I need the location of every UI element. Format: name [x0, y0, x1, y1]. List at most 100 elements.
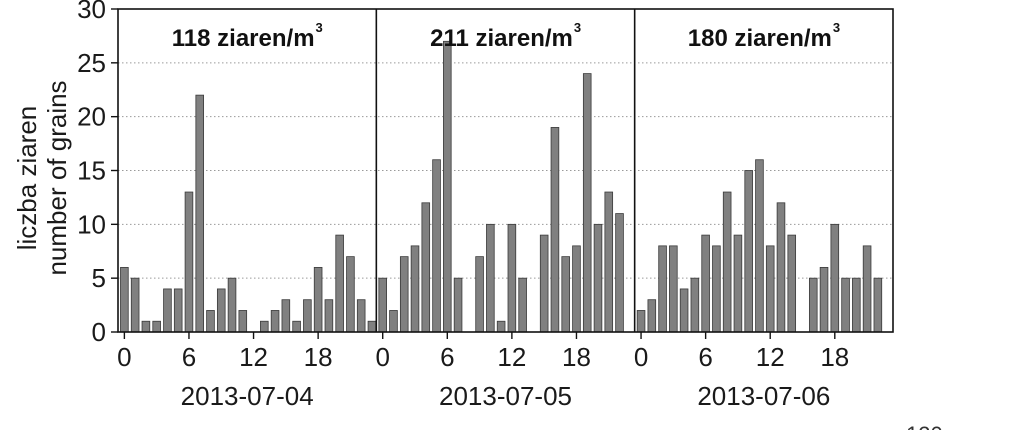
- bar-2013-07-06-h6: [701, 234, 710, 333]
- bar-2013-07-04-h19: [324, 299, 334, 333]
- x-tick-label-2013-07-05-0: 0: [375, 342, 389, 372]
- y-tick-label-10: 10: [77, 209, 106, 239]
- x-tick-label-2013-07-05-18: 18: [562, 342, 591, 372]
- bar-2013-07-06-h20: [852, 277, 861, 333]
- x-tick-label-2013-07-06-0: 0: [634, 342, 648, 372]
- date-label-2013-07-06: 2013-07-06: [697, 381, 830, 411]
- y-axis-label-line1: liczba ziaren: [12, 106, 42, 251]
- bar-2013-07-05-h13: [518, 277, 527, 333]
- bar-2013-07-05-h20: [593, 223, 603, 333]
- y-tick-label-5: 5: [92, 263, 106, 293]
- panel-title-2013-07-05: 211 ziaren/m: [430, 25, 573, 52]
- bar-2013-07-05-h2: [399, 256, 409, 333]
- bar-2013-07-04-h5: [173, 288, 183, 333]
- bar-2013-07-04-h22: [356, 299, 366, 333]
- bar-2013-07-05-h3: [410, 245, 420, 333]
- grid-lines: [118, 62, 893, 279]
- bar-2013-07-05-h5: [432, 159, 441, 333]
- bar-2013-07-06-h17: [819, 266, 829, 333]
- x-tick-label-2013-07-04-12: 12: [239, 342, 268, 372]
- y-tick-label-30: 30: [77, 0, 106, 24]
- bar-2013-07-04-h8: [206, 310, 215, 333]
- bar-2013-07-04-h14: [270, 310, 280, 333]
- bar-2013-07-04-h23: [367, 320, 377, 333]
- bar-2013-07-04-h20: [335, 234, 344, 333]
- bar-2013-07-06-h5: [690, 277, 700, 333]
- bar-2013-07-04-h7: [195, 94, 205, 333]
- bar-2013-07-04-h0: [120, 266, 129, 333]
- panel-title-sup-2013-07-04: 3: [316, 20, 323, 35]
- bar-2013-07-05-h0: [378, 277, 387, 333]
- bar-2013-07-05-h22: [615, 213, 624, 333]
- corner-number: 120: [906, 422, 943, 430]
- bar-2013-07-05-h17: [561, 256, 570, 333]
- panel-title-2013-07-04: 118 ziaren/m: [172, 25, 315, 52]
- bar-2013-07-04-h6: [184, 191, 194, 333]
- x-tick-label-2013-07-05-6: 6: [440, 342, 454, 372]
- bar-2013-07-06-h18: [830, 223, 840, 333]
- bar-2013-07-05-h11: [496, 320, 506, 333]
- bar-2013-07-05-h15: [539, 234, 549, 333]
- x-tick-label-2013-07-06-12: 12: [756, 342, 785, 372]
- x-tick-label-2013-07-04-6: 6: [182, 342, 196, 372]
- bar-2013-07-06-h8: [722, 191, 732, 333]
- y-tick-label-15: 15: [77, 156, 106, 186]
- bar-2013-07-06-h12: [765, 245, 775, 333]
- x-tick-label-2013-07-05-12: 12: [497, 342, 526, 372]
- bar-2013-07-06-h0: [636, 310, 646, 333]
- bar-2013-07-05-h10: [486, 223, 495, 333]
- bars: [120, 40, 883, 333]
- bar-2013-07-05-h16: [550, 127, 560, 333]
- bar-2013-07-04-h1: [130, 277, 140, 333]
- y-tick-label-0: 0: [92, 317, 106, 347]
- date-label-2013-07-05: 2013-07-05: [439, 381, 572, 411]
- bar-2013-07-05-h7: [453, 277, 463, 333]
- bar-2013-07-04-h4: [163, 288, 172, 333]
- x-tick-label-2013-07-04-18: 18: [304, 342, 333, 372]
- bar-2013-07-04-h2: [141, 320, 151, 333]
- x-tick-label-2013-07-06-6: 6: [698, 342, 712, 372]
- bar-2013-07-04-h13: [260, 320, 269, 333]
- y-axis-label-line2: number of grains: [42, 80, 72, 275]
- bar-2013-07-04-h18: [313, 266, 323, 333]
- y-tick-label-20: 20: [77, 102, 106, 132]
- bar-2013-07-06-h22: [873, 277, 883, 333]
- bar-2013-07-06-h1: [647, 299, 657, 333]
- panel-titles: 118 ziaren/m 3 211 ziaren/m 3 180 ziaren/m 3: [172, 20, 840, 52]
- bar-2013-07-05-h6: [443, 40, 452, 333]
- bar-2013-07-04-h3: [152, 320, 161, 333]
- bar-2013-07-04-h11: [238, 310, 248, 333]
- panel-title-sup-2013-07-05: 3: [574, 20, 581, 35]
- bar-2013-07-04-h21: [346, 256, 355, 333]
- date-label-2013-07-04: 2013-07-04: [181, 381, 314, 411]
- bar-2013-07-05-h19: [582, 73, 592, 333]
- x-axis: 0 6 12 18 2013-07-04 0 6 12 18 2013-07-05 0 6 12 18 20…: [117, 332, 849, 411]
- bar-2013-07-05-h9: [475, 256, 484, 333]
- bar-2013-07-04-h9: [216, 288, 226, 333]
- bar-2013-07-04-h17: [303, 299, 312, 333]
- bar-2013-07-06-h3: [669, 245, 678, 333]
- bar-2013-07-04-h10: [227, 277, 237, 333]
- panel-title-sup-2013-07-06: 3: [833, 20, 840, 35]
- bar-2013-07-06-h16: [808, 277, 818, 333]
- bar-2013-07-05-h18: [572, 245, 581, 333]
- bar-2013-07-06-h4: [679, 288, 689, 333]
- bar-2013-07-06-h9: [733, 234, 743, 333]
- bar-2013-07-06-h10: [744, 170, 753, 333]
- panel-title-2013-07-06: 180 ziaren/m: [688, 25, 832, 52]
- bar-2013-07-05-h21: [604, 191, 614, 333]
- bar-2013-07-06-h11: [755, 159, 764, 333]
- x-tick-label-2013-07-06-18: 18: [820, 342, 849, 372]
- bar-2013-07-04-h15: [281, 299, 291, 333]
- bar-2013-07-06-h21: [862, 245, 872, 333]
- bar-2013-07-06-h14: [787, 234, 797, 333]
- bar-2013-07-05-h12: [507, 223, 517, 333]
- bar-2013-07-06-h13: [776, 202, 786, 333]
- bar-2013-07-06-h7: [712, 245, 721, 333]
- bar-2013-07-04-h16: [292, 320, 301, 333]
- bar-2013-07-05-h4: [421, 202, 431, 333]
- y-tick-label-25: 25: [77, 48, 106, 78]
- x-tick-label-2013-07-04-0: 0: [117, 342, 131, 372]
- bar-2013-07-06-h2: [658, 245, 667, 333]
